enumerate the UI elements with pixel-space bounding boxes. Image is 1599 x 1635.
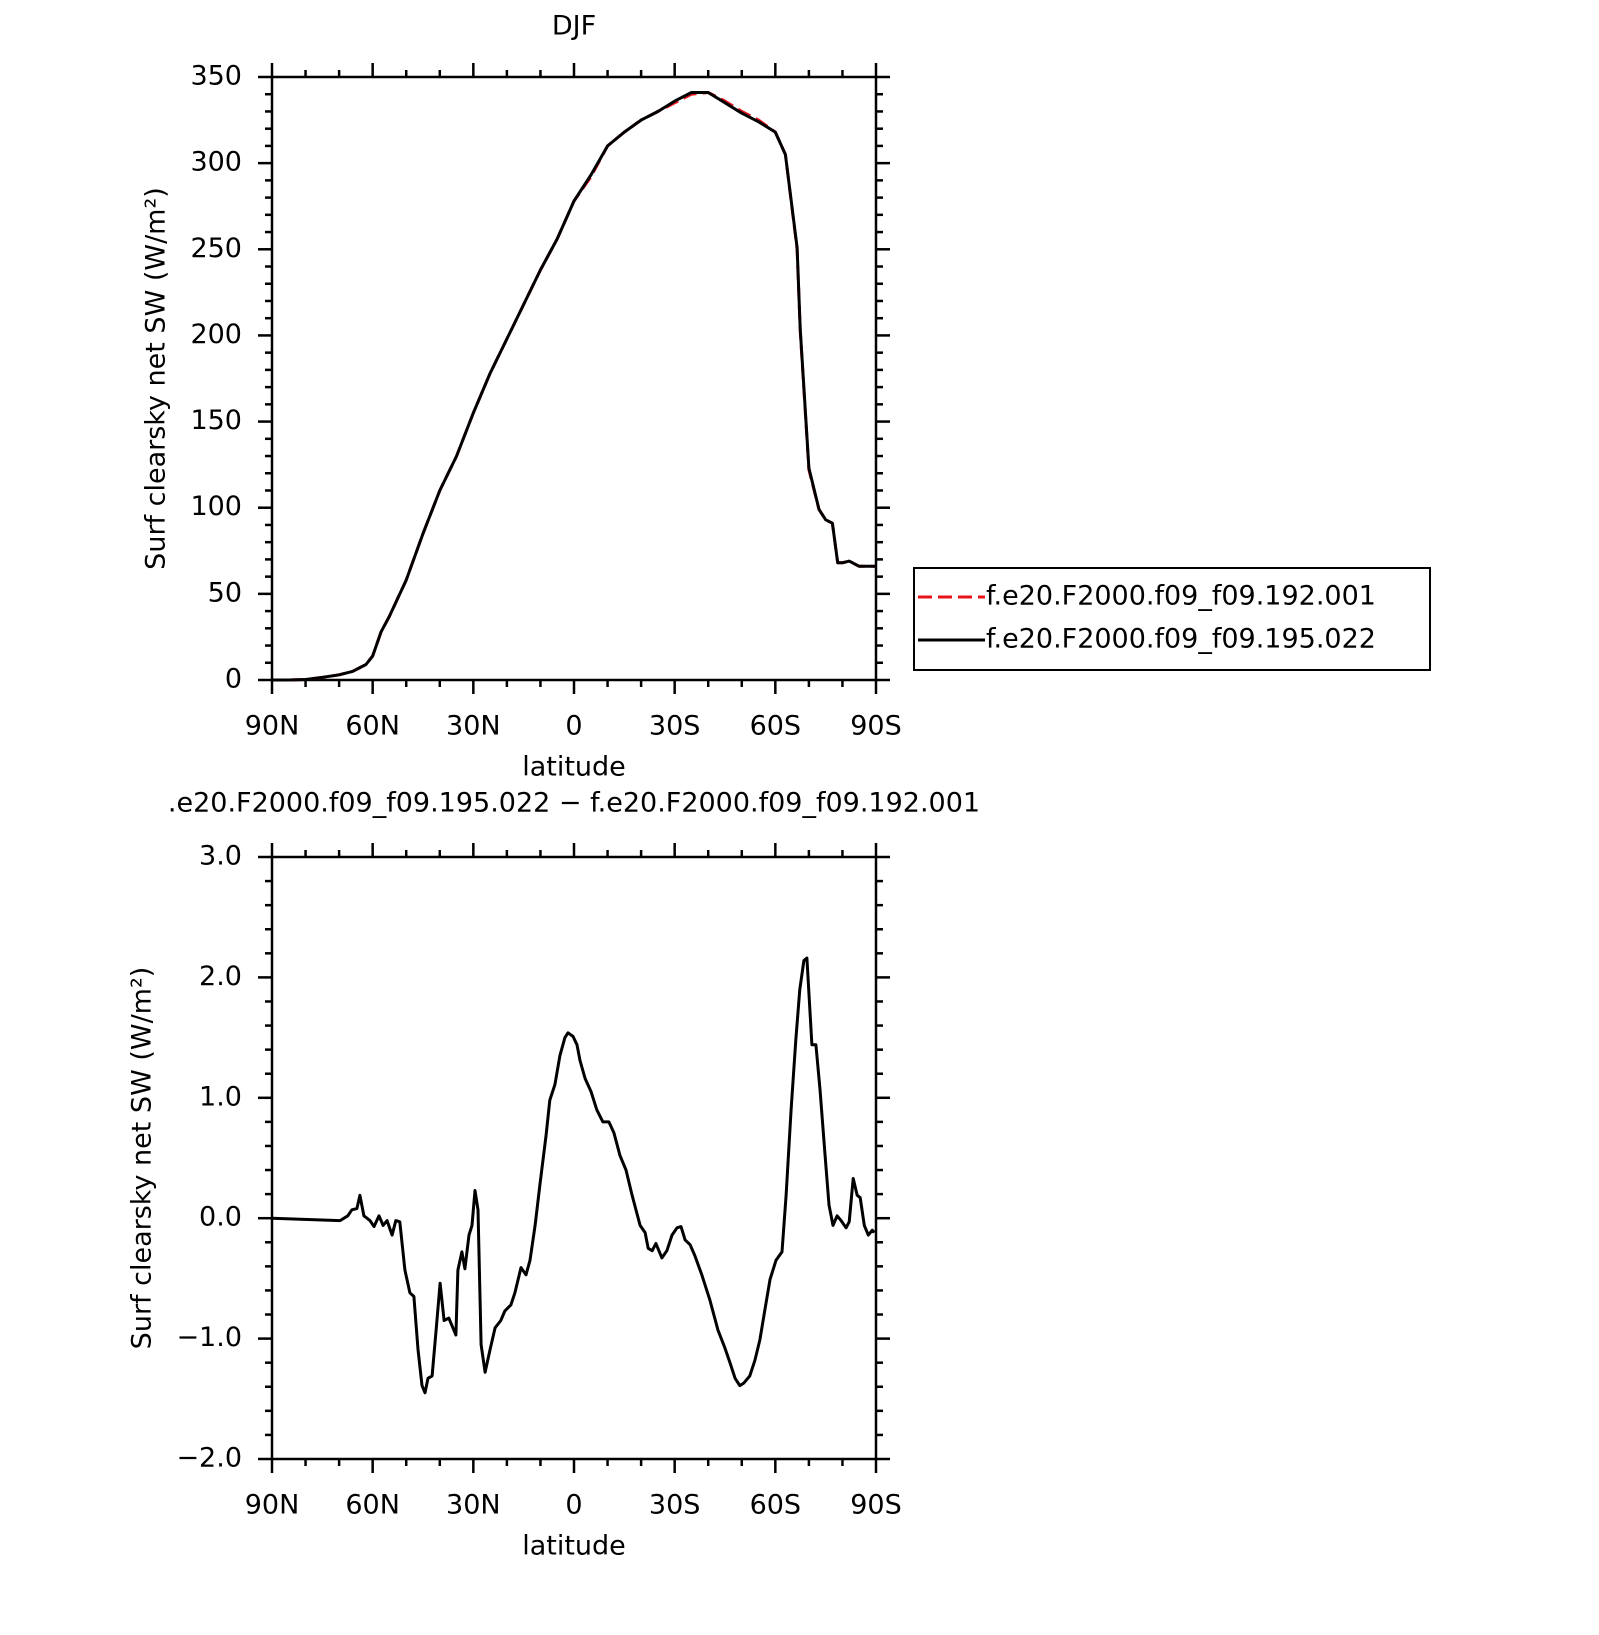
y-tick-label: 300 — [190, 147, 242, 178]
x-axis-label: latitude — [522, 1531, 626, 1562]
x-tick-label: 60N — [345, 711, 400, 742]
data-line — [272, 91, 876, 682]
y-tick-label: 100 — [190, 491, 242, 522]
x-tick-label: 0 — [565, 711, 582, 742]
chart-title: .e20.F2000.f09_f09.195.022 − f.e20.F2000… — [168, 788, 980, 819]
y-axis-label: Surf clearsky net SW (W/m²) — [127, 967, 158, 1350]
x-axis-label: latitude — [522, 752, 626, 783]
x-tick-label: 90N — [245, 711, 300, 742]
y-tick-label: −2.0 — [176, 1443, 242, 1474]
legend-label: f.e20.F2000.f09_f09.192.001 — [986, 581, 1376, 612]
y-tick-label: 0 — [225, 664, 242, 695]
y-tick-label: 3.0 — [199, 841, 242, 872]
y-tick-label: 200 — [190, 319, 242, 350]
y-tick-label: 250 — [190, 233, 242, 264]
y-axis-label: Surf clearsky net SW (W/m²) — [141, 187, 172, 570]
data-line — [272, 91, 876, 682]
y-tick-label: −1.0 — [176, 1322, 242, 1353]
chart-title: DJF — [552, 11, 596, 42]
x-tick-label: 30S — [649, 1490, 701, 1521]
y-tick-label: 0.0 — [199, 1202, 242, 1233]
legend-box — [913, 567, 1431, 671]
x-tick-label: 90S — [850, 1490, 902, 1521]
y-tick-label: 350 — [190, 61, 242, 92]
legend-label: f.e20.F2000.f09_f09.195.022 — [986, 624, 1376, 655]
y-tick-label: 150 — [190, 405, 242, 436]
y-tick-label: 2.0 — [199, 961, 242, 992]
data-line — [271, 956, 876, 1395]
x-tick-label: 90S — [850, 711, 902, 742]
x-tick-label: 30N — [446, 1490, 501, 1521]
x-tick-label: 90N — [245, 1490, 300, 1521]
x-tick-label: 30N — [446, 711, 501, 742]
plot-frame — [270, 75, 878, 682]
plot-frame — [270, 855, 878, 1461]
x-tick-label: 0 — [565, 1490, 582, 1521]
x-tick-label: 60S — [750, 711, 802, 742]
x-tick-label: 60N — [345, 1490, 400, 1521]
x-tick-label: 30S — [649, 711, 701, 742]
y-tick-label: 50 — [208, 577, 242, 608]
x-tick-label: 60S — [750, 1490, 802, 1521]
y-tick-label: 1.0 — [199, 1081, 242, 1112]
